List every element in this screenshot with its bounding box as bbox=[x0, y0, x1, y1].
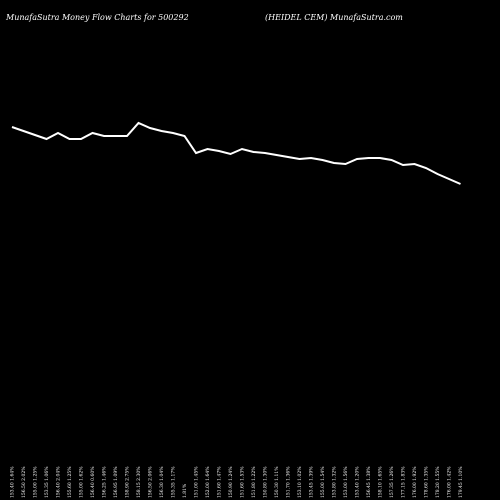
x-tick-label: 176.00 1.92% bbox=[412, 466, 418, 498]
x-tick-label: 151.60 1.53% bbox=[240, 466, 246, 498]
x-tick-label: 158.10 1.65% bbox=[378, 466, 384, 498]
x-tick-label: 153.40 1.64% bbox=[10, 466, 16, 498]
x-tick-label: 153.00 1.56% bbox=[343, 466, 349, 498]
x-tick-label: 156.40 0.60% bbox=[90, 466, 96, 498]
x-tick-label: 155.00 1.25% bbox=[33, 466, 39, 498]
x-tick-label: 155.35 1.17% bbox=[171, 466, 177, 498]
x-tick-label: 156.30 1.04% bbox=[159, 466, 165, 498]
x-tick-label: 150.80 1.30% bbox=[263, 466, 269, 498]
chart-subtitle: (HEIDEL CEM) MunafaSutra.com bbox=[265, 13, 403, 22]
money-flow-line bbox=[11, 121, 461, 185]
x-tick-label: 155.00 1.62% bbox=[79, 466, 85, 498]
x-tick-label: 151.60 1.47% bbox=[217, 466, 223, 498]
x-tick-label: 151.70 1.36% bbox=[286, 466, 292, 498]
x-tick-label: 156.40 2.04% bbox=[56, 466, 62, 498]
x-tick-label: 151.80 1.22% bbox=[251, 466, 257, 498]
x-tick-label: 157.35 1.26% bbox=[389, 466, 395, 498]
x-tick-label: 158.90 2.75% bbox=[125, 466, 131, 498]
x-tick-label: 156.95 1.09% bbox=[113, 466, 119, 498]
x-tick-label: 153.40 1.20% bbox=[355, 466, 361, 498]
chart-title: MunafaSutra Money Flow Charts for 500292 bbox=[5, 13, 189, 22]
x-tick-label: 176.00 1.42% bbox=[447, 466, 453, 498]
x-tick-label: 178.60 1.35% bbox=[424, 466, 430, 498]
x-tick-label: 150.30 1.11% bbox=[274, 466, 280, 498]
x-tick-label: 150.90 1.24% bbox=[228, 466, 234, 498]
x-tick-label: 153.35 1.06% bbox=[44, 466, 50, 498]
x-tick-label: 178.20 1.55% bbox=[435, 466, 441, 498]
x-tick-label: 155.60 1.25% bbox=[67, 466, 73, 498]
x-tick-label: 153.45 1.39% bbox=[309, 466, 315, 498]
x-tick-label: 156.45 1.38% bbox=[366, 466, 372, 498]
x-tick-label: 153.10 1.02% bbox=[297, 466, 303, 498]
x-tick-label: 153.80 1.32% bbox=[332, 466, 338, 498]
x-tick-label: 179.45 1.10% bbox=[458, 466, 464, 498]
x-tick-label: 1.81% bbox=[182, 483, 188, 498]
x-tick-label: 177.15 1.83% bbox=[401, 466, 407, 498]
x-tick-label: 156.50 2.06% bbox=[148, 466, 154, 498]
x-tick-label: 156.25 1.46% bbox=[102, 466, 108, 498]
x-tick-label: 156.50 2.02% bbox=[21, 466, 27, 498]
x-tick-label: 158.15 2.30% bbox=[136, 466, 142, 498]
x-tick-label: 152.00 1.64% bbox=[205, 466, 211, 498]
x-tick-label: 155.00 1.54% bbox=[320, 466, 326, 498]
x-tick-label: 151.00 1.45% bbox=[194, 466, 200, 498]
